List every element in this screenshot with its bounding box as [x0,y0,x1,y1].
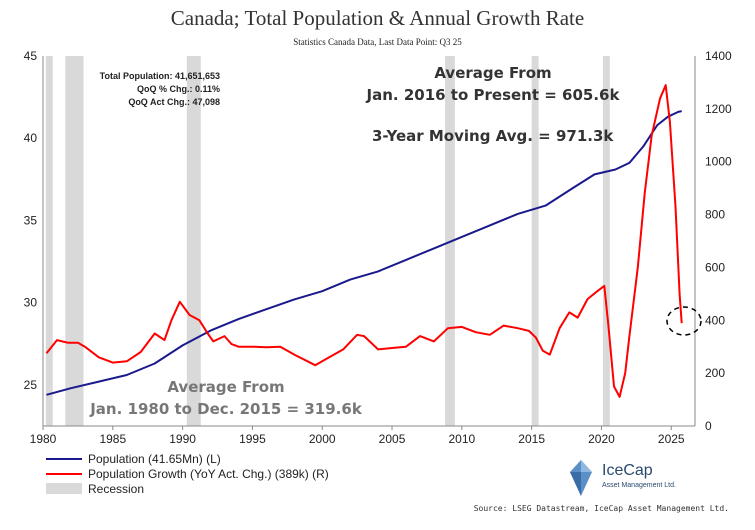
y-right-tick-label: 1400 [705,49,732,63]
x-tick-label: 1985 [99,432,126,446]
source-note: Source: LSEG Datastream, IceCap Asset Ma… [473,504,729,513]
icecap-logo: IceCap Asset Management Ltd. [566,458,686,500]
legend-label-recession: Recession [88,481,145,496]
ice-crystal-icon [570,460,592,496]
recession-band-0 [45,56,53,426]
y-right-tick-label: 1200 [705,102,732,116]
y-left-tick-label: 35 [24,213,38,227]
chart-title: Canada; Total Population & Annual Growth… [170,6,585,30]
logo-tagline: Asset Management Ltd. [602,482,676,489]
recession-band-1 [65,56,84,426]
logo-name: IceCap [602,462,653,479]
y-right-tick-label: 800 [705,208,725,222]
legend-label-growth: Population Growth (YoY Act. Chg.) (389k)… [88,466,329,481]
recession-band-2 [186,56,201,426]
y-right-tick-label: 1000 [705,155,732,169]
legend-item-recession: Recession [46,481,329,496]
y-right-tick-label: 0 [705,419,712,433]
stats-box: Total Population: 41,651,653 QoQ % Chg.:… [72,70,220,109]
chart-subtitle: Statistics Canada Data, Last Data Point:… [293,37,462,47]
x-tick-label: 2015 [518,432,545,446]
recession-band-4 [531,56,539,426]
legend-item-population: Population (41.65Mn) (L) [46,451,329,466]
y-left-tick-label: 45 [24,49,38,63]
x-tick-label: 1980 [30,432,57,446]
tick-labels: 1980 1985 1990 1995 2000 2005 2010 2015 2020 2025… [24,49,732,446]
annotation-moving-average: 3-Year Moving Avg. = 971.3k [372,127,614,145]
x-tick-label: 2025 [658,432,685,446]
highlight-circle [666,306,702,336]
legend-item-growth: Population Growth (YoY Act. Chg.) (389k)… [46,466,329,481]
x-tick-label: 2005 [379,432,406,446]
annotation-recent-average-line1: Average From [434,64,552,82]
stat-total-population: Total Population: 41,651,653 [99,71,220,81]
legend-swatch-population [46,457,82,460]
series [45,84,683,398]
series-line-growth [45,84,683,398]
x-tick-label: 1990 [169,432,196,446]
annotation-recent-average-line2: Jan. 2016 to Present = 605.6k [366,86,620,104]
axes [42,56,696,427]
legend: Population (41.65Mn) (L) Population Grow… [46,451,329,496]
legend-swatch-recession [46,483,82,494]
y-left-tick-label: 25 [24,378,38,392]
recession-bands [45,56,610,426]
y-right-tick-label: 400 [705,313,725,327]
y-left-tick-label: 30 [24,296,38,310]
stat-qoq-pct: QoQ % Chg.: 0.11% [136,84,220,94]
stat-qoq-act: QoQ Act Chg.: 47,098 [128,97,220,107]
x-tick-label: 2000 [309,432,336,446]
recession-band-5 [602,56,610,426]
y-left-tick-label: 40 [24,131,38,145]
series-line-population [46,110,682,396]
annotation-historical-average-line1: Average From [167,378,285,396]
y-right-tick-label: 200 [705,366,725,380]
x-tick-label: 2010 [448,432,475,446]
y-right-tick-label: 600 [705,260,725,274]
annotation-historical-average: Average From Jan. 1980 to Dec. 2015 = 31… [76,376,376,420]
annotation-historical-average-line2: Jan. 1980 to Dec. 2015 = 319.6k [90,400,362,418]
x-tick-label: 2020 [588,432,615,446]
annotation-recent-average: Average From Jan. 2016 to Present = 605.… [358,62,628,106]
legend-label-population: Population (41.65Mn) (L) [88,451,221,466]
x-tick-label: 1995 [239,432,266,446]
legend-swatch-growth [46,472,82,475]
